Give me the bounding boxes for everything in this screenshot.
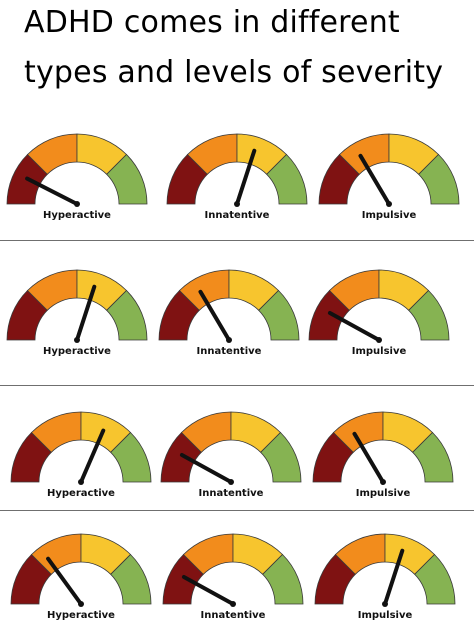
gauge-dial-icon <box>314 533 456 607</box>
title-line-2: types and levels of severity <box>24 55 444 90</box>
gauge-dial-icon <box>158 269 300 343</box>
gauge-label: Innatentive <box>204 210 270 221</box>
gauge-needle <box>25 176 79 206</box>
gauge-impulsive: Impulsive <box>316 130 462 226</box>
gauge-hyperactive: Hyperactive <box>4 130 150 226</box>
row-divider <box>0 385 474 386</box>
gauge-innatentive: Innatentive <box>164 130 310 226</box>
gauge-needle-hub <box>230 601 236 607</box>
gauge-dial-icon <box>162 533 304 607</box>
gauge-impulsive: Impulsive <box>310 408 456 504</box>
gauge-dial-icon <box>10 533 152 607</box>
gauge-needle-hub <box>74 201 80 207</box>
gauge-needle-hub <box>386 201 392 207</box>
gauge-needle-hub <box>74 337 80 343</box>
gauge-needle <box>198 289 231 342</box>
gauge-zone-4 <box>106 153 148 205</box>
row-divider <box>0 510 474 511</box>
gauge-dial-icon <box>308 269 450 343</box>
gauge-dial-icon <box>10 411 152 485</box>
gauge-needle-hub <box>78 479 84 485</box>
gauge-innatentive: Innatentive <box>156 266 302 362</box>
gauge-label: Hyperactive <box>43 346 111 357</box>
gauge-innatentive: Innatentive <box>160 530 306 626</box>
gauge-hyperactive: Hyperactive <box>8 530 154 626</box>
gauge-label: Innatentive <box>198 488 264 499</box>
gauge-zone-4 <box>258 289 300 341</box>
gauge-needle <box>75 284 97 342</box>
gauge-needle-hub <box>376 337 382 343</box>
gauge-dial-icon <box>6 133 148 207</box>
gauge-needle <box>235 148 257 206</box>
gauge-label: Hyperactive <box>43 210 111 221</box>
gauge-impulsive: Impulsive <box>312 530 458 626</box>
gauge-zone-4 <box>106 289 148 341</box>
gauge-zone-4 <box>110 431 152 483</box>
gauge-dial-icon <box>6 269 148 343</box>
gauge-needle <box>327 311 381 342</box>
gauge-needle-hub <box>228 479 234 485</box>
gauge-label: Impulsive <box>355 488 411 499</box>
gauge-label: Innatentive <box>196 346 262 357</box>
gauge-needle <box>79 428 106 484</box>
gauge-hyperactive: Hyperactive <box>8 408 154 504</box>
gauge-needle-hub <box>234 201 240 207</box>
gauge-label: Innatentive <box>200 610 266 621</box>
gauge-needle <box>352 431 385 484</box>
gauge-needle <box>358 153 391 206</box>
gauge-dial-icon <box>166 133 308 207</box>
gauge-zone-4 <box>414 553 456 605</box>
gauge-needle <box>46 556 83 606</box>
gauge-zone-4 <box>262 553 304 605</box>
gauge-impulsive: Impulsive <box>306 266 452 362</box>
gauge-zone-4 <box>412 431 454 483</box>
gauge-dial-icon <box>312 411 454 485</box>
gauge-label: Impulsive <box>351 346 407 357</box>
gauge-dial-icon <box>318 133 460 207</box>
gauge-innatentive: Innatentive <box>158 408 304 504</box>
gauge-zone-4 <box>110 553 152 605</box>
gauge-label: Hyperactive <box>47 488 115 499</box>
gauge-needle-hub <box>226 337 232 343</box>
gauge-zone-4 <box>260 431 302 483</box>
gauge-zone-4 <box>418 153 460 205</box>
gauge-hyperactive: Hyperactive <box>4 266 150 362</box>
gauge-label: Hyperactive <box>47 610 115 621</box>
gauge-zone-4 <box>266 153 308 205</box>
gauge-needle-hub <box>380 479 386 485</box>
gauge-label: Impulsive <box>357 610 413 621</box>
row-divider <box>0 240 474 241</box>
gauge-needle-hub <box>78 601 84 607</box>
gauge-needle-hub <box>382 601 388 607</box>
gauge-zone-4 <box>408 289 450 341</box>
gauge-needle <box>179 453 233 484</box>
gauge-needle <box>181 575 235 606</box>
gauge-dial-icon <box>160 411 302 485</box>
gauge-label: Impulsive <box>361 210 417 221</box>
title-line-1: ADHD comes in different <box>24 5 400 40</box>
gauge-needle <box>383 548 405 606</box>
